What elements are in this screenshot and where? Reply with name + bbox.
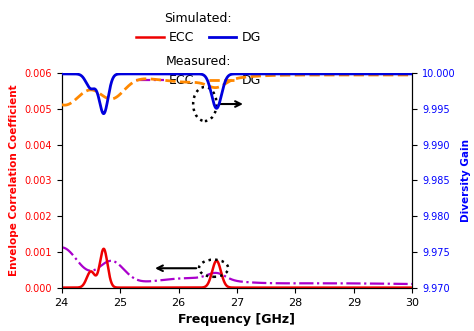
X-axis label: Frequency [GHz]: Frequency [GHz] <box>179 313 295 326</box>
Y-axis label: Diversity Gain: Diversity Gain <box>461 139 471 222</box>
Legend: ECC, DG: ECC, DG <box>131 50 266 92</box>
Y-axis label: Envelope Correlation Coefficient: Envelope Correlation Coefficient <box>9 85 18 276</box>
